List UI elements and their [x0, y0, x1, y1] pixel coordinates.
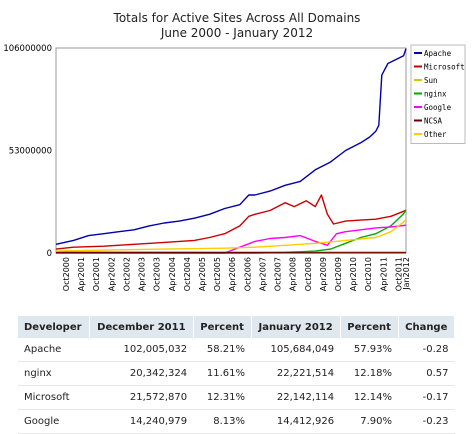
x-tick-label: Apr2008 — [289, 257, 298, 291]
table-value-cell: -0.23 — [398, 410, 455, 434]
legend-label-apache: Apache — [424, 49, 452, 58]
y-tick-label: 106000000 — [3, 44, 52, 54]
table-value-cell: 22,221,514 — [251, 362, 340, 386]
x-tick-label: Oct2001 — [92, 257, 101, 291]
developer-name-cell: Google — [18, 410, 90, 434]
table-value-cell: 20,342,324 — [90, 362, 194, 386]
x-tick-label: Oct2008 — [304, 257, 313, 291]
table-value-cell: 21,572,870 — [90, 386, 194, 410]
y-tick-labels: 0 53000000 106000000 — [3, 44, 52, 259]
legend-label-microsoft: Microsoft — [424, 63, 465, 72]
plot-area — [56, 48, 406, 253]
table-value-cell: 14,412,926 — [251, 410, 340, 434]
x-tick-label: Oct2006 — [243, 257, 252, 291]
legend: Apache Microsoft Sun nginx Google NCSA Other — [411, 45, 465, 144]
table-value-cell: -0.17 — [398, 386, 455, 410]
y-tick-label: 53000000 — [9, 147, 52, 157]
x-tick-label: Oct2004 — [183, 257, 192, 291]
table-value-cell: 12.14% — [340, 386, 398, 410]
x-tick-label: Jan2012 — [402, 257, 411, 291]
axes — [56, 48, 406, 253]
y-tick-label: 0 — [47, 249, 52, 259]
x-tick-label: Apr2001 — [77, 257, 86, 291]
x-tick-label: Oct2002 — [122, 257, 131, 291]
table-value-cell: 12.31% — [193, 386, 251, 410]
table-value-cell: 102,005,032 — [90, 338, 194, 362]
legend-label-google: Google — [424, 103, 452, 112]
x-tick-label: Oct2007 — [274, 257, 283, 291]
x-tick-label: Oct2005 — [213, 257, 222, 291]
table-header-cell: January 2012 — [251, 316, 340, 338]
x-tick-label: Apr2007 — [258, 257, 267, 291]
table-value-cell: 58.21% — [193, 338, 251, 362]
legend-label-other: Other — [424, 130, 447, 139]
table-header-cell: Percent — [193, 316, 251, 338]
table-value-cell: 57.93% — [340, 338, 398, 362]
legend-label-sun: Sun — [424, 76, 438, 85]
x-tick-label: Apr2006 — [228, 257, 237, 291]
x-tick-label: Oct2003 — [153, 257, 162, 291]
table-header-cell: Change — [398, 316, 455, 338]
table-value-cell: 12.18% — [340, 362, 398, 386]
table-value-cell: 105,684,049 — [251, 338, 340, 362]
developer-name-cell: Microsoft — [18, 386, 90, 410]
developer-name-cell: Apache — [18, 338, 90, 362]
table-value-cell: 7.90% — [340, 410, 398, 434]
x-tick-label: Oct2010 — [364, 257, 373, 291]
table-value-cell: -0.28 — [398, 338, 455, 362]
x-tick-label: Apr2010 — [349, 257, 358, 291]
x-tick-label: Oct2009 — [334, 257, 343, 291]
x-tick-label: Oct2000 — [62, 257, 71, 291]
x-tick-label: Apr2004 — [168, 257, 177, 291]
table-value-cell: 14,240,979 — [90, 410, 194, 434]
x-tick-label: Apr2003 — [138, 257, 147, 291]
table-header-cell: December 2011 — [90, 316, 194, 338]
x-tick-label: Apr2002 — [107, 257, 116, 291]
table-value-cell: 22,142,114 — [251, 386, 340, 410]
table-header-cell: Developer — [18, 316, 90, 338]
x-tick-label: Apr2005 — [198, 257, 207, 291]
developer-name-cell: nginx — [18, 362, 90, 386]
line-chart: 0 53000000 106000000 Oct2000 Apr2001 Oct2001… — [0, 0, 474, 305]
x-tick-labels: Oct2000 Apr2001 Oct2001 Apr2002 Oct2002 Apr20… — [62, 257, 411, 291]
table-value-cell: 0.57 — [398, 362, 455, 386]
legend-label-nginx: nginx — [424, 90, 447, 99]
legend-label-ncsa: NCSA — [424, 117, 443, 126]
table-value-cell: 8.13% — [193, 410, 251, 434]
x-tick-label: Apr2011 — [379, 257, 388, 291]
x-tick-label: Apr2009 — [319, 257, 328, 291]
table-header-cell: Percent — [340, 316, 398, 338]
table-value-cell: 11.61% — [193, 362, 251, 386]
